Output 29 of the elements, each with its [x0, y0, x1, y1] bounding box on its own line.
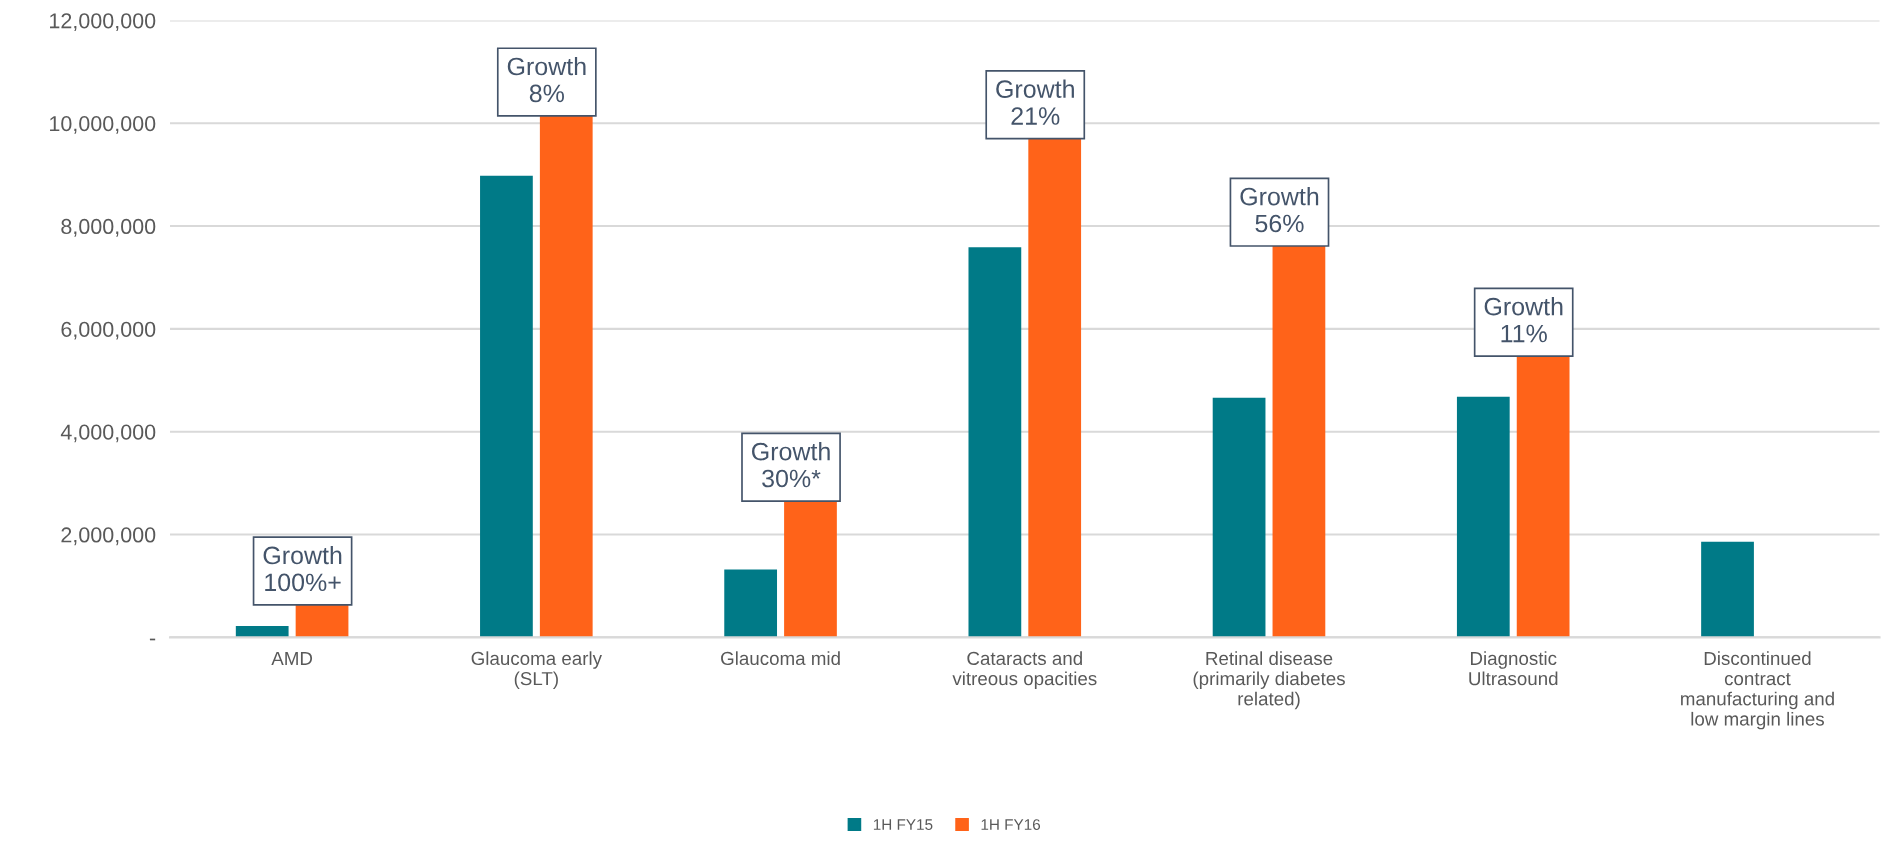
x-tick-label: Glaucoma mid — [721, 651, 840, 666]
bar — [1456, 396, 1510, 638]
annotation: Growth 30%* — [752, 442, 830, 488]
annotation: Growth 56% — [1240, 187, 1319, 233]
annotation: Growth 8% — [507, 56, 586, 103]
y-tick-label: 6,000,000 — [61, 321, 156, 340]
x-tick-label: Diagnostic Ultrasound — [1469, 651, 1558, 686]
annotation: Growth 100%+ — [263, 545, 342, 592]
y-tick-label: 2,000,000 — [61, 527, 156, 546]
x-tick-label: Retinal disease (primarily diabetes related) — [1193, 651, 1345, 710]
bar — [295, 604, 349, 638]
legend-label: 1H FY15 — [873, 819, 933, 830]
x-tick-label: Glaucoma early (SLT) — [471, 651, 602, 689]
bar — [968, 247, 1022, 638]
bar — [1701, 541, 1754, 638]
y-tick-label: 12,000,000 — [50, 13, 156, 31]
legend-label: 1H FY16 — [981, 819, 1041, 830]
x-tick-label: Discontinued contract manufacturing and low margin lines — [1681, 651, 1834, 730]
x-tick-label: AMD — [271, 651, 313, 665]
bar — [724, 569, 778, 638]
y-tick-label: - — [149, 638, 156, 641]
y-tick-label: 10,000,000 — [50, 116, 156, 134]
bar — [1212, 397, 1266, 638]
annotation: Growth 21% — [996, 79, 1074, 125]
x-tick-label: Cataracts and vitreous opacities — [952, 651, 1097, 689]
bar — [480, 175, 533, 638]
y-tick-label: 8,000,000 — [61, 218, 156, 237]
y-tick-label: 4,000,000 — [60, 424, 156, 443]
annotation: Growth 11% — [1484, 297, 1563, 343]
